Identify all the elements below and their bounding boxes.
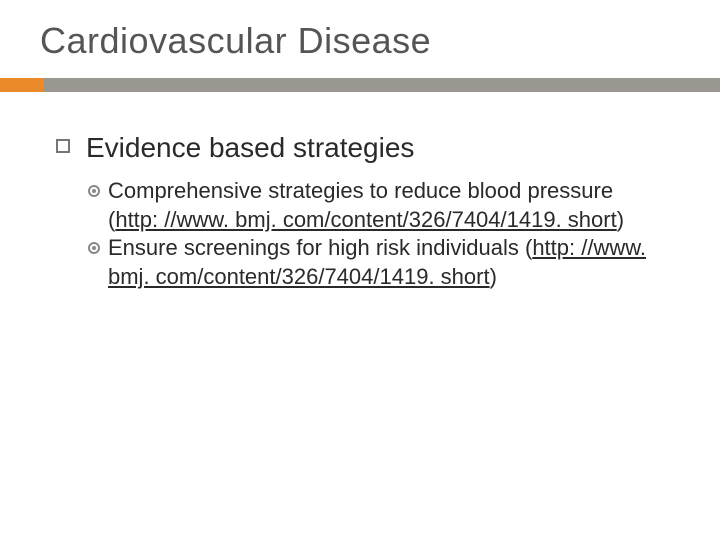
slide: Cardiovascular Disease Evidence based st… — [0, 0, 720, 540]
level2-text: Comprehensive strategies to reduce blood… — [108, 177, 668, 234]
level2-text: Ensure screenings for high risk individu… — [108, 234, 668, 291]
item-lead: Ensure screenings for high risk individu… — [108, 235, 532, 260]
bullet-level2: Ensure screenings for high risk individu… — [88, 234, 680, 291]
square-bullet-icon — [56, 139, 70, 153]
target-bullet-icon — [88, 185, 100, 197]
item-link[interactable]: http: //www. bmj. com/content/326/7404/1… — [115, 207, 616, 232]
accent-block-orange — [0, 78, 44, 92]
title-underline — [0, 78, 720, 92]
bullet-level1: Evidence based strategies — [56, 130, 680, 165]
content-area: Evidence based strategies Comprehensive … — [56, 130, 680, 291]
target-bullet-icon — [88, 242, 100, 254]
bullet-level2: Comprehensive strategies to reduce blood… — [88, 177, 680, 234]
item-tail: ) — [617, 207, 624, 232]
level1-text: Evidence based strategies — [86, 130, 414, 165]
slide-title: Cardiovascular Disease — [40, 20, 431, 62]
item-tail: ) — [490, 264, 497, 289]
accent-block-grey — [44, 78, 720, 92]
